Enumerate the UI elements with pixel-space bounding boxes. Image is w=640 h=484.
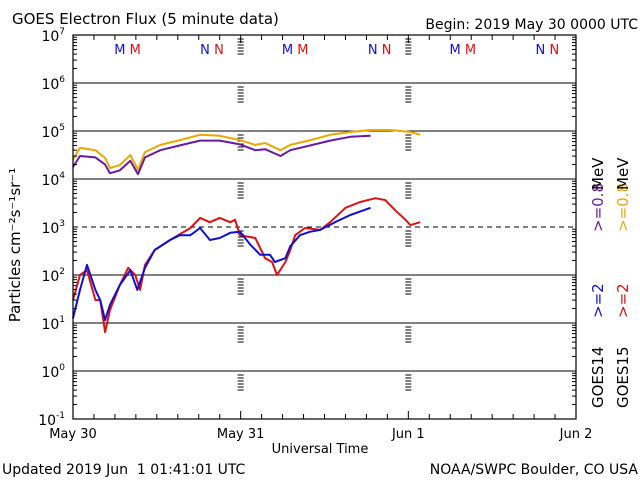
series-line-goes15-2-mev	[72, 197, 421, 334]
legend-sat: GOES15	[614, 346, 632, 408]
series-line-goes14-0-8-mev	[72, 134, 371, 176]
grid	[73, 38, 576, 391]
x-axis-label: Universal Time	[272, 442, 369, 457]
marker-m: M	[450, 43, 461, 58]
y-tick-label: 107	[41, 27, 65, 45]
marker-n: N	[549, 43, 559, 58]
series-group	[72, 129, 421, 334]
y-tick-label: 105	[41, 123, 65, 141]
y-tick-label: 104	[41, 171, 65, 189]
series-line-goes15-0-8-mev	[72, 129, 421, 171]
updated-timestamp: Updated 2019 Jun 1 01:41:01 UTC	[2, 462, 246, 478]
x-tick-label: Jun 1	[391, 427, 425, 442]
y-tick-label: 103	[41, 219, 65, 237]
x-tick-label: May 31	[217, 427, 265, 442]
series-line-goes14-2-mev	[72, 206, 371, 322]
chart-subtitle: Begin: 2019 May 30 0000 UTC	[425, 17, 638, 33]
y-tick-label: 101	[41, 315, 65, 333]
legend-e2: >=2	[589, 283, 607, 318]
legend-e08: >=0.8	[589, 183, 607, 232]
marker-n: N	[536, 43, 546, 58]
chart-title: GOES Electron Flux (5 minute data)	[12, 10, 279, 28]
legend-unit: MeV	[589, 157, 607, 190]
marker-m: M	[297, 43, 308, 58]
marker-m: M	[465, 43, 476, 58]
marker-n: N	[382, 43, 392, 58]
y-tick-label: 106	[41, 75, 65, 93]
y-tick-label: 10-1	[38, 411, 65, 429]
marker-m: M	[114, 43, 125, 58]
x-tick-label: Jun 2	[559, 427, 593, 442]
legend-e2: >=2	[614, 283, 632, 318]
marker-n: N	[200, 43, 210, 58]
y-axis-label: Particles cm⁻²s⁻¹sr⁻¹	[6, 168, 24, 322]
legend-unit: MeV	[614, 157, 632, 190]
marker-m: M	[130, 43, 141, 58]
x-tick-label: May 30	[49, 427, 97, 442]
y-tick-label: 100	[41, 363, 65, 381]
x-axis-ticks: May 30 May 31 Jun 1 Jun 2	[49, 35, 592, 442]
y-tick-label: 102	[41, 267, 65, 285]
legend-e08: >=0.8	[614, 183, 632, 232]
y-axis-ticks: 107 106 105 104 103 102 101 100 10-1	[38, 27, 576, 429]
marker-n: N	[368, 43, 378, 58]
marker-n: N	[214, 43, 224, 58]
credit: NOAA/SWPC Boulder, CO USA	[430, 462, 639, 478]
marker-m: M	[282, 43, 293, 58]
legend-sat: GOES14	[589, 346, 607, 408]
